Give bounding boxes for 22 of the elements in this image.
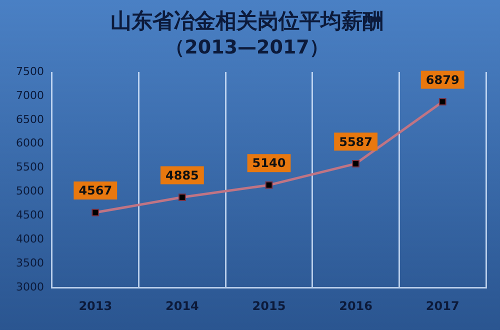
- data-label: 4885: [165, 168, 199, 182]
- data-label: 6879: [426, 72, 460, 87]
- x-tick-label: 2017: [426, 298, 460, 313]
- y-tick-label: 7500: [16, 64, 44, 78]
- x-tick-label: 2013: [78, 298, 112, 313]
- y-tick-label: 6000: [16, 136, 44, 150]
- x-tick-label: 2014: [165, 298, 199, 313]
- x-tick-label: 2016: [339, 298, 372, 313]
- y-tick-label: 5500: [16, 160, 44, 174]
- y-tick-label: 4500: [16, 208, 44, 222]
- chart-subtitle: （2013—2017）: [166, 36, 328, 59]
- chart-title: 山东省冶金相关岗位平均薪酬: [110, 9, 384, 34]
- data-label: 5140: [252, 156, 286, 170]
- y-tick-label: 7000: [16, 88, 44, 102]
- y-tick-label: 3000: [16, 280, 44, 294]
- data-label: 4567: [78, 184, 112, 198]
- data-label: 5587: [339, 134, 372, 149]
- y-tick-label: 6500: [16, 112, 44, 126]
- x-tick-label: 2015: [252, 298, 286, 313]
- y-tick-label: 3500: [16, 256, 44, 270]
- y-tick-label: 5000: [16, 184, 44, 198]
- y-tick-label: 4000: [16, 232, 44, 246]
